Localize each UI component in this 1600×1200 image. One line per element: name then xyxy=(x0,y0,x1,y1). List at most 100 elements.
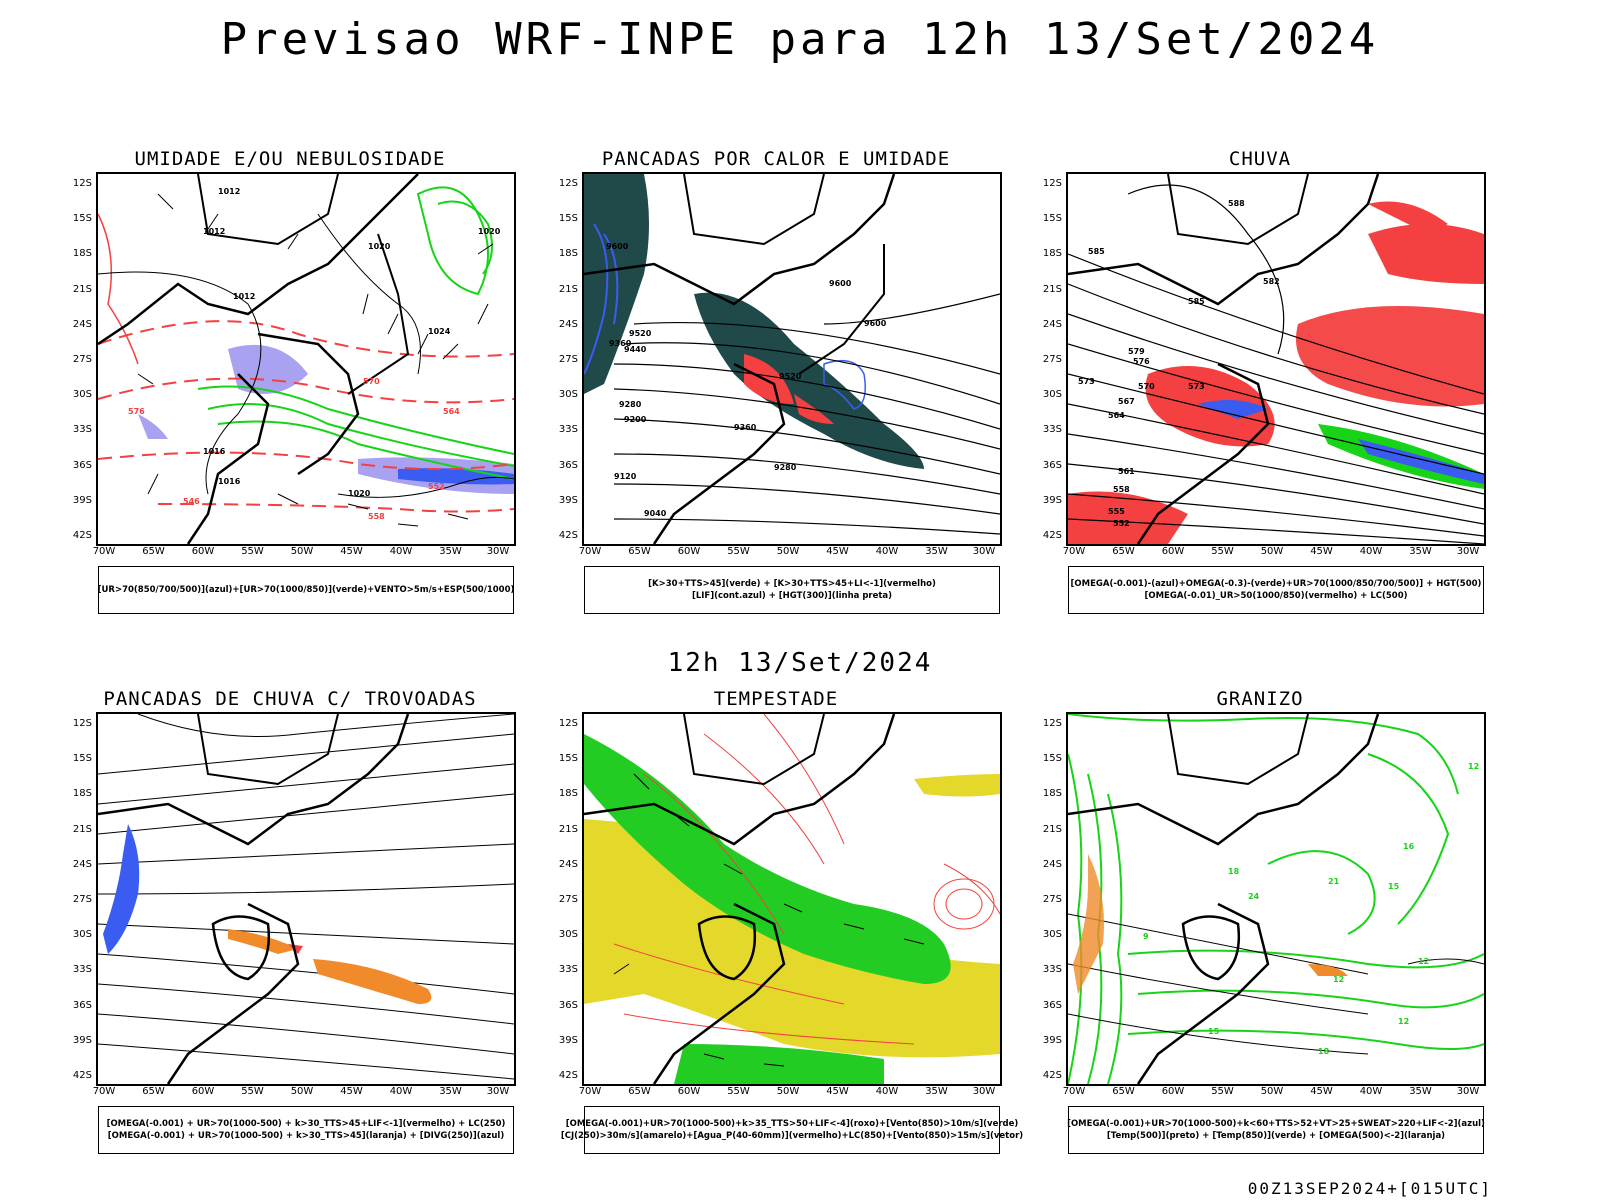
panel-title: GRANIZO xyxy=(1216,688,1304,710)
border xyxy=(652,362,786,544)
border xyxy=(98,714,410,846)
lat-tick-label: 24S xyxy=(1042,318,1062,330)
contour-label: 585 xyxy=(1088,247,1105,256)
lat-axis: 12S 15S 18S 21S 24S 27S 30S 33S 36S 39S 42S xyxy=(50,712,96,1086)
lat-axis: 12S 15S 18S 21S 24S 27S 30S 33S 36S 39S 42S xyxy=(1020,712,1066,1086)
lon-tick-label: 70W xyxy=(578,546,602,557)
border xyxy=(211,915,270,981)
legend-line: [Temp(500)](preto) + [Temp(850)](verde) … xyxy=(1106,1131,1446,1141)
instability-area xyxy=(694,292,924,469)
lon-tick-label: 65W xyxy=(142,546,165,557)
lat-tick-label: 39S xyxy=(558,494,578,506)
hgt-line xyxy=(613,483,1000,515)
run-timestamp: 00Z13SEP2024+[015UTC] xyxy=(1247,1179,1492,1198)
lat-tick-label: 15S xyxy=(72,213,92,225)
lon-tick-label: 55W xyxy=(727,1086,750,1097)
coastline xyxy=(798,244,885,375)
contour-label: 9 xyxy=(1143,932,1149,941)
lat-tick-label: 27S xyxy=(558,354,578,365)
lat-tick-label: 27S xyxy=(72,894,92,905)
contour-label: 16 xyxy=(1403,842,1415,851)
border xyxy=(98,174,419,346)
isobar xyxy=(317,213,421,375)
border xyxy=(197,174,339,246)
lon-axis: 70W 65W 60W 55W 50W 45W 40W 35W 30W xyxy=(1063,546,1486,560)
hgt-line xyxy=(1127,184,1285,355)
contour-label: 588 xyxy=(1228,199,1245,208)
border xyxy=(1136,902,1270,1084)
contour-green xyxy=(437,200,493,275)
contour-label: 1020 xyxy=(348,489,371,498)
contour-label: 9280 xyxy=(774,463,797,472)
lat-tick-label: 18S xyxy=(1042,788,1062,800)
lon-tick-label: 60W xyxy=(191,546,215,557)
rain-area-blue xyxy=(1358,439,1484,484)
lat-axis: 12S 15S 18S 21S 24S 27S 30S 33S 36S 39S 42S xyxy=(536,712,582,1086)
contour-label: 15 xyxy=(1208,1027,1220,1036)
border xyxy=(1167,174,1309,246)
contour-label: 9520 xyxy=(629,329,652,338)
hgt-line xyxy=(823,293,1000,325)
hgt-line xyxy=(1068,373,1484,475)
lat-tick-label: 42S xyxy=(72,1070,92,1081)
map-frame xyxy=(96,712,516,1086)
contour-label: 24 xyxy=(1248,892,1260,901)
isobar xyxy=(337,476,514,498)
lat-tick-label: 30S xyxy=(1042,389,1062,401)
jet-area-yellow xyxy=(914,774,1000,797)
panel-title: CHUVA xyxy=(1228,148,1292,170)
lon-tick-label: 30W xyxy=(486,546,510,557)
hgt-line xyxy=(1068,313,1484,435)
lat-tick-label: 18S xyxy=(1042,248,1062,260)
lat-tick-label: 36S xyxy=(1042,999,1062,1011)
contour-label: 558 xyxy=(368,512,385,521)
contour-label: 573 xyxy=(1078,377,1095,386)
contour-labels: 588 585 585 579 576 573 570 567 564 561 … xyxy=(1078,199,1280,528)
hgt-line xyxy=(613,388,1000,450)
lon-tick-label: 50W xyxy=(1260,546,1284,557)
border xyxy=(697,915,756,981)
lon-tick-label: 60W xyxy=(191,1086,215,1097)
lon-tick-label: 50W xyxy=(290,546,314,557)
lat-tick-label: 27S xyxy=(558,894,578,905)
contour-green xyxy=(217,420,514,480)
lat-tick-label: 30S xyxy=(558,929,578,941)
lon-tick-label: 45W xyxy=(826,546,849,557)
hgt-line xyxy=(633,321,1000,375)
rain-area-red xyxy=(1068,491,1188,544)
border xyxy=(652,902,786,1084)
lon-tick-label: 30W xyxy=(1456,546,1480,557)
panel-title: PANCADAS POR CALOR E UMIDADE xyxy=(601,148,951,170)
hgt-line xyxy=(613,363,1000,430)
lon-tick-label: 35W xyxy=(439,546,462,557)
lif-contour-blue xyxy=(823,359,866,410)
contour-label: 558 xyxy=(1113,485,1130,494)
lat-tick-label: 30S xyxy=(558,389,578,401)
border xyxy=(584,714,896,846)
border xyxy=(1181,915,1240,981)
contour-label: 564 xyxy=(1108,411,1125,420)
panel-title: TEMPESTADE xyxy=(713,688,839,710)
lat-tick-label: 21S xyxy=(72,823,92,835)
lon-tick-label: 40W xyxy=(1359,1086,1383,1097)
contour-label: 1016 xyxy=(218,477,241,486)
rain-area-red xyxy=(1296,306,1484,407)
legend: [OMEGA(-0.001) + UR>70(1000-500) + k>30_… xyxy=(98,1106,514,1154)
lat-tick-label: 33S xyxy=(72,424,92,436)
lat-tick-label: 36S xyxy=(1042,459,1062,471)
legend-line: [CJ(250)>30m/s](amarelo)+[Agua_P(40-60mm… xyxy=(560,1131,1024,1141)
lat-tick-label: 12S xyxy=(72,718,92,729)
lif-contour-blue xyxy=(603,233,619,325)
border xyxy=(257,332,360,476)
contour-label: 9520 xyxy=(779,372,802,381)
hgt-line xyxy=(1068,403,1484,495)
border xyxy=(1068,174,1380,306)
lat-tick-label: 30S xyxy=(72,929,92,941)
border xyxy=(683,714,825,786)
legend-line: [OMEGA(-0.001) + UR>70(1000-500) + k>30_… xyxy=(107,1131,505,1141)
lon-tick-label: 70W xyxy=(92,1086,116,1097)
legend-line: [LIF](cont.azul) + [HGT(300)](linha pret… xyxy=(691,591,893,601)
lat-tick-label: 39S xyxy=(1042,1034,1062,1046)
contour-green xyxy=(207,403,514,467)
legend-line: [OMEGA(-0.001)+UR>70(1000-500)+k>35_TTS>… xyxy=(565,1119,1019,1129)
